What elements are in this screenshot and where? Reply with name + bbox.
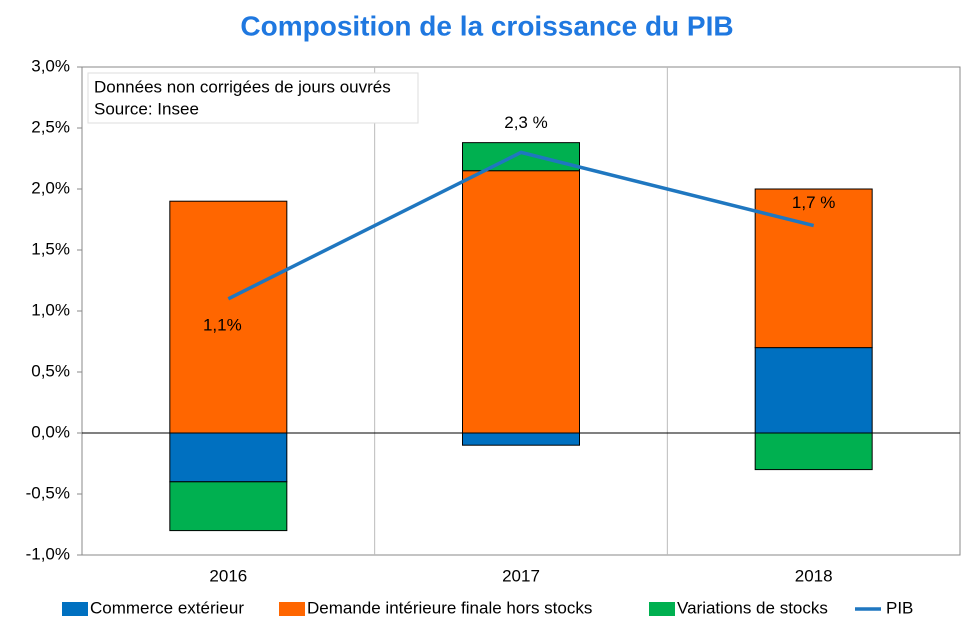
bar: [462, 170, 580, 434]
legend-label: Demande intérieure finale hors stocks: [307, 598, 592, 617]
y-tick-label: 0,0%: [31, 422, 70, 441]
y-tick-label: 3,0%: [31, 56, 70, 75]
y-tick-label: 0,5%: [31, 361, 70, 380]
legend-label: Variations de stocks: [677, 598, 828, 617]
legend-swatch: [279, 602, 305, 616]
legend-swatch: [62, 602, 88, 616]
bar: [462, 432, 580, 446]
legend-label: Commerce extérieur: [90, 598, 244, 617]
y-tick-label: -1,0%: [26, 544, 70, 563]
y-tick-label: 2,5%: [31, 117, 70, 136]
bar: [754, 432, 873, 471]
y-tick-label: 1,5%: [31, 239, 70, 258]
data-label: 1,7 %: [792, 193, 835, 212]
legend-label: PIB: [886, 598, 913, 617]
x-tick-label: 2017: [502, 566, 540, 585]
x-tick-label: 2018: [795, 566, 833, 585]
data-label: 2,3 %: [504, 113, 547, 132]
bar: [169, 432, 288, 483]
legend-swatch: [649, 602, 675, 616]
line: [227, 150, 815, 301]
y-tick-label: 2,0%: [31, 178, 70, 197]
annotation: Source: Insee: [94, 99, 199, 118]
chart-title: Composition de la croissance du PIB: [240, 10, 733, 41]
y-tick-label: 1,0%: [31, 300, 70, 319]
bar: [169, 481, 288, 532]
bar: [169, 200, 288, 434]
bar: [754, 347, 873, 434]
annotation-box: [87, 72, 419, 124]
x-tick-label: 2016: [209, 566, 247, 585]
annotation: Données non corrigées de jours ouvrés: [94, 77, 391, 96]
bar: [754, 188, 873, 349]
data-label: 1,1%: [203, 315, 242, 334]
bar: [462, 142, 580, 172]
y-tick-label: -0,5%: [26, 483, 70, 502]
